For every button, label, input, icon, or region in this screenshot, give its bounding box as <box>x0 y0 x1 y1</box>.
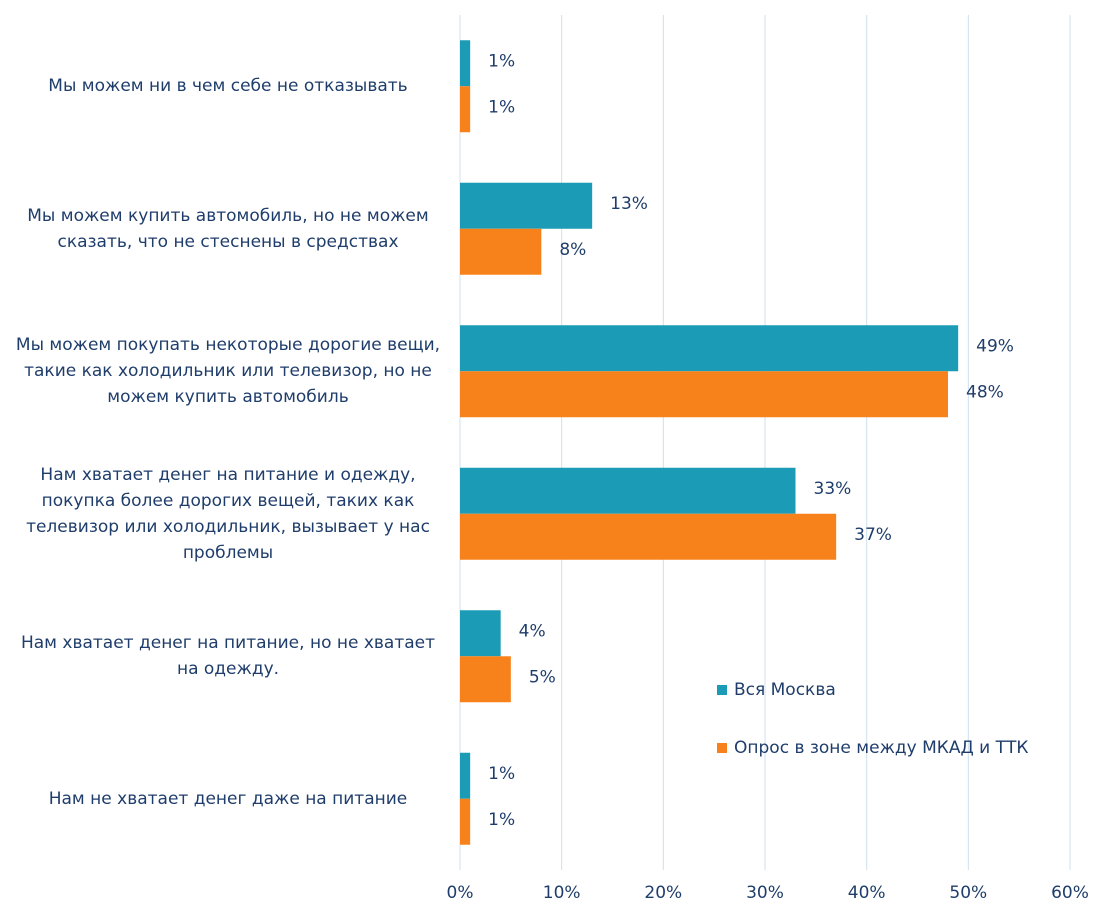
legend-label: Вся Москва <box>734 680 836 700</box>
legend-swatch <box>717 743 727 753</box>
value-label: 48% <box>966 382 1004 402</box>
bar <box>460 182 593 229</box>
value-label: 1% <box>488 810 515 830</box>
category-label: Мы можем купить автомобиль, но не можем … <box>27 205 429 252</box>
bar <box>460 656 511 703</box>
value-label: 37% <box>854 525 892 545</box>
legend-label: Опрос в зоне между МКАД и ТТК <box>734 738 1028 758</box>
x-tick-label: 0% <box>447 883 474 903</box>
value-label: 1% <box>488 764 515 784</box>
category-label: Нам хватает денег на питание и одежду, п… <box>26 464 430 563</box>
value-label: 1% <box>488 97 515 117</box>
bar <box>460 86 471 133</box>
x-tick-label: 30% <box>746 883 784 903</box>
bar <box>460 40 471 87</box>
bar <box>460 610 501 657</box>
value-label: 13% <box>610 194 648 214</box>
value-label: 4% <box>519 621 546 641</box>
bar <box>460 325 959 372</box>
value-label: 5% <box>529 667 556 687</box>
value-label: 33% <box>814 479 852 499</box>
x-tick-label: 50% <box>949 883 987 903</box>
category-label: Мы можем ни в чем себе не отказывать <box>48 76 408 97</box>
category-label: Мы можем покупать некоторые дорогие вещи… <box>15 335 441 408</box>
value-label: 49% <box>976 336 1014 356</box>
x-tick-label: 10% <box>543 883 581 903</box>
bar <box>460 752 471 799</box>
category-label: Нам не хватает денег даже на питание <box>48 788 408 809</box>
x-tick-label: 20% <box>644 883 682 903</box>
bar <box>460 513 837 560</box>
value-label: 8% <box>559 240 586 260</box>
x-tick-label: 40% <box>848 883 886 903</box>
bar <box>460 467 796 514</box>
x-tick-label: 60% <box>1051 883 1089 903</box>
bar <box>460 798 471 845</box>
bar <box>460 228 542 275</box>
legend-swatch <box>717 685 727 695</box>
category-label: Нам хватает денег на питание, но не хват… <box>20 633 436 680</box>
bar <box>460 371 948 418</box>
value-label: 1% <box>488 51 515 71</box>
